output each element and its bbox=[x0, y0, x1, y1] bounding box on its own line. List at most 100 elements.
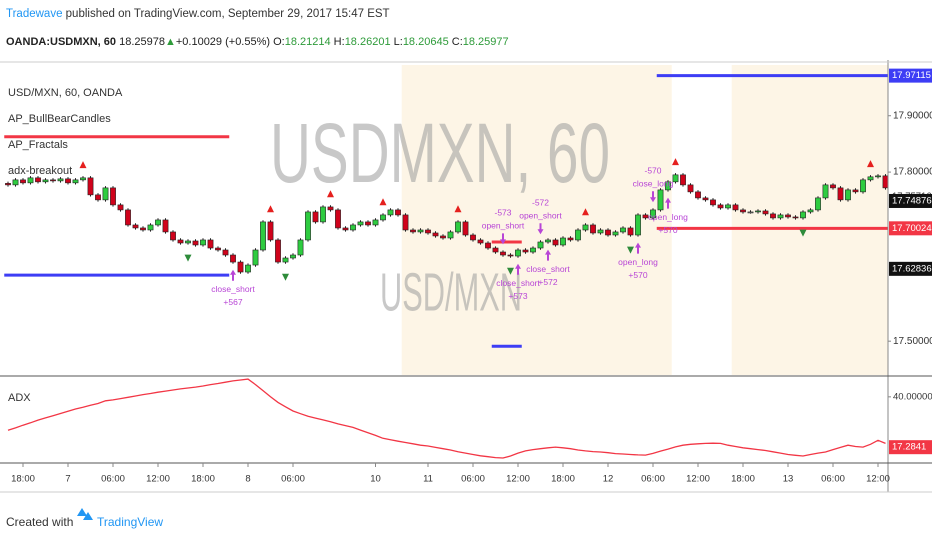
candle-body bbox=[312, 211, 319, 223]
adx-label: ADX bbox=[8, 392, 31, 404]
candle-body bbox=[860, 179, 866, 193]
time-axis: 18:00 7 06:00 12:00 18:00 8 06:00 10 11 06:00 12:0… bbox=[0, 462, 932, 493]
y-tick-label: 17.80000 bbox=[893, 167, 932, 178]
candle-body bbox=[117, 204, 124, 211]
candle-body bbox=[282, 257, 289, 263]
candle-body bbox=[837, 187, 844, 201]
candle-body bbox=[620, 227, 626, 233]
candle-body bbox=[717, 204, 724, 209]
candle-body bbox=[732, 204, 739, 211]
candle-body bbox=[792, 216, 799, 219]
candle-body bbox=[222, 249, 229, 256]
candle-body bbox=[695, 191, 701, 199]
fractal-up bbox=[454, 205, 462, 213]
candle-body bbox=[5, 183, 11, 186]
symbol: OANDA:USDMXN, 60 bbox=[6, 36, 119, 48]
signal-arrow bbox=[537, 223, 544, 235]
x-tick-label: 06:00 bbox=[821, 474, 845, 485]
fractal-up bbox=[582, 208, 589, 216]
candle-body bbox=[755, 210, 761, 213]
candle-body bbox=[245, 264, 251, 273]
candle-body bbox=[642, 214, 649, 219]
candle-body bbox=[680, 174, 686, 186]
x-tick-label: 18:00 bbox=[731, 474, 755, 485]
candle-body bbox=[657, 189, 664, 211]
candle-body bbox=[132, 224, 139, 229]
signal-label: close_short bbox=[526, 264, 570, 274]
candle-body bbox=[597, 229, 604, 234]
candle-body bbox=[867, 176, 874, 181]
price-badge-label: 17.97115 bbox=[892, 70, 931, 81]
candle-body bbox=[582, 224, 589, 231]
candle-body bbox=[357, 221, 364, 226]
signal-arrow bbox=[500, 233, 506, 245]
candle-body bbox=[162, 219, 169, 233]
signal-label: -572 bbox=[532, 198, 549, 208]
candle-body bbox=[710, 199, 716, 206]
candle-body bbox=[560, 237, 566, 246]
candle-body bbox=[567, 237, 574, 241]
candle-body bbox=[327, 206, 334, 211]
x-tick-label: 12:00 bbox=[506, 474, 530, 485]
candle-body bbox=[515, 249, 521, 257]
candle-body bbox=[12, 179, 19, 186]
signal-label: open_long bbox=[618, 257, 658, 267]
candle-body bbox=[410, 229, 416, 233]
x-tick-label: 10 bbox=[370, 474, 381, 485]
candle-body bbox=[552, 239, 559, 246]
price-badge bbox=[889, 68, 932, 83]
candle-body bbox=[140, 227, 146, 231]
price-badge bbox=[889, 221, 932, 236]
candle-body bbox=[110, 187, 116, 206]
x-tick-label: 13 bbox=[783, 474, 794, 485]
fractal-up bbox=[379, 198, 387, 206]
change: +0.10029 (+0.55%) bbox=[176, 36, 273, 48]
candle-body bbox=[665, 181, 671, 191]
candle-body bbox=[72, 179, 79, 184]
c-label: C: bbox=[449, 36, 463, 48]
candle-body bbox=[170, 231, 176, 241]
header: Tradewave published on TradingView.com, … bbox=[6, 8, 390, 20]
open-value: 18.21214 bbox=[285, 36, 331, 48]
signal-arrow bbox=[650, 191, 656, 203]
signal-label: +567 bbox=[223, 297, 242, 307]
candle-body bbox=[740, 209, 746, 213]
legend-entry: adx-breakout bbox=[8, 165, 72, 177]
candle-body bbox=[477, 239, 484, 244]
candle-body bbox=[485, 242, 491, 249]
signal-arrow bbox=[230, 269, 236, 281]
candle-body bbox=[305, 211, 311, 241]
candle-body bbox=[440, 235, 446, 239]
candle-body bbox=[770, 213, 776, 219]
candle-body bbox=[80, 177, 86, 181]
candle-body bbox=[65, 178, 71, 184]
candle-body bbox=[822, 184, 829, 199]
candle-body bbox=[807, 209, 814, 213]
candle-body bbox=[177, 239, 184, 244]
candle-body bbox=[402, 214, 409, 231]
adx-pane: ADX 40.00000 17.2841 bbox=[0, 375, 932, 459]
candle-body bbox=[260, 221, 266, 251]
candle-body bbox=[185, 240, 191, 244]
x-tick-label: 12:00 bbox=[686, 474, 710, 485]
candle-body bbox=[507, 254, 514, 257]
fractal-up bbox=[267, 205, 274, 213]
value-badge-label: 17.2841 bbox=[892, 442, 926, 453]
candle-body bbox=[462, 221, 469, 236]
candle-body bbox=[627, 227, 634, 236]
signal-label: +573 bbox=[508, 291, 527, 301]
y-tick-label: 40.00000 bbox=[893, 391, 932, 402]
candle-body bbox=[650, 209, 656, 219]
candle-body bbox=[350, 224, 356, 231]
candle-body bbox=[147, 224, 154, 231]
candle-body bbox=[447, 231, 454, 239]
signal-label: +570 bbox=[628, 270, 647, 280]
candle-body bbox=[635, 214, 641, 236]
candle-body bbox=[290, 254, 296, 259]
signal-arrow bbox=[665, 197, 671, 209]
candle-body bbox=[470, 234, 476, 241]
candle-body bbox=[725, 204, 731, 209]
watermark: USDMXN, 60 bbox=[270, 106, 610, 200]
